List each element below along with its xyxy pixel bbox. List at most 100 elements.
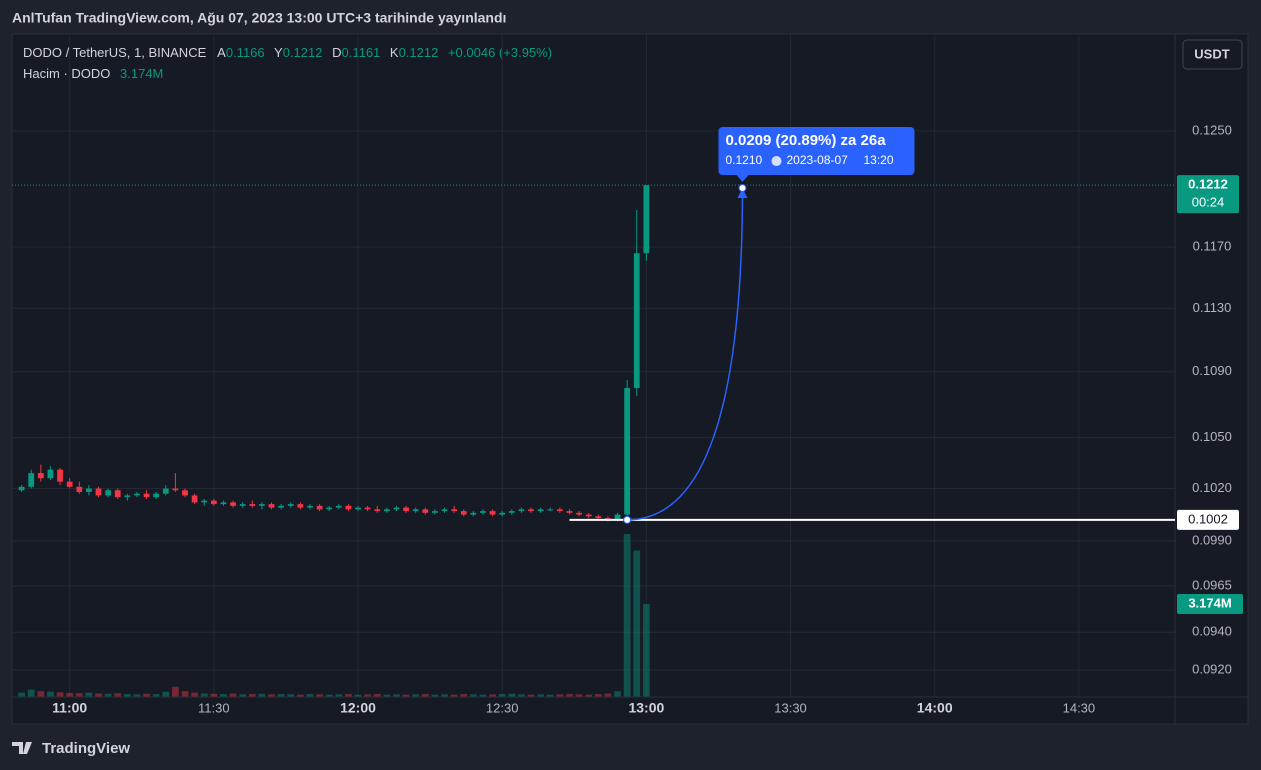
candle-body [614,514,621,520]
volume-bar [585,694,593,697]
candle-body [489,511,496,515]
candle-body [556,509,563,512]
candle-body [201,500,208,503]
ohlc-value: 0.1166 [226,45,265,60]
volume-bar [277,694,285,697]
y-tick-label: 0.1020 [1192,480,1232,495]
candle-body [268,504,275,508]
volume-bar [566,694,573,697]
volume-bar [287,694,295,697]
candle-body [335,505,342,508]
candle-body [210,500,217,505]
candle-body [345,505,352,510]
volume-bar [181,691,189,697]
candle-body [143,493,150,498]
measure-pointer [736,175,749,183]
candle-body [105,490,111,496]
candle-body [134,493,140,496]
volume-bar [123,694,131,697]
volume-bar [402,694,410,697]
candle-body [220,502,227,505]
candle-body [470,512,477,515]
candle-body [576,512,582,515]
volume-bar [441,694,448,697]
y-tick-label: 0.0990 [1192,532,1232,547]
logo-icon [12,742,32,754]
volume-bar [229,693,237,697]
candle-body [66,481,73,487]
volume-bar [508,693,516,697]
candle-body [287,504,294,506]
volume-bar [412,694,420,697]
volume-bar [489,694,496,697]
legend-line: DODO / TetherUS, 1, BINANCE A0.1166 Y0.1… [23,45,552,60]
ohlc-value: 0.1212 [399,45,439,60]
y-tick-label: 0.1250 [1192,122,1232,137]
candle-body [95,488,102,496]
volume-bar [18,692,25,697]
ohlc-label: Y [274,45,283,60]
volume-bar [345,694,352,697]
candle-body [364,507,371,510]
volume-bar [498,694,506,697]
candle-body [432,511,438,513]
volume-bar [537,694,545,697]
x-tick-label: 11:00 [52,700,87,716]
price-pane [18,185,650,522]
y-tick-label: 0.1050 [1192,429,1232,444]
volume-bar [306,694,314,697]
candle-body [278,505,285,508]
currency-button[interactable] [1182,39,1243,70]
ohlc-value: 0.1161 [341,45,380,60]
candle-body [28,473,35,487]
candle-body [383,509,390,512]
symbol-title: DODO / TetherUS, 1, BINANCE [23,45,207,60]
volume-bar [95,693,102,697]
candle-body [230,502,236,506]
measure-start [623,515,632,524]
volume-bar [210,693,218,697]
volume-bar [162,691,170,697]
brand: TradingView [42,740,130,757]
candle-body [18,486,25,491]
volume-bar [604,693,612,697]
candle-body [374,509,381,512]
volume-legend: Hacim · DODO 3.174M [23,66,163,81]
measure-curve [627,188,744,521]
volume-bar [518,694,525,697]
x-tick-label: 12:00 [340,700,376,716]
volume-bar [642,604,650,697]
volume-bar [56,692,64,697]
x-tick-label: 13:30 [774,700,807,715]
candle-body [422,509,429,513]
measure-box [718,127,915,176]
candle-body [57,469,63,482]
currency-label[interactable]: USDT [1194,46,1229,61]
ohlc-label: K [390,45,399,60]
volume-bar [75,693,83,697]
y-tick-label: 0.0920 [1192,661,1232,676]
volume-bar [421,694,429,697]
volume-bar [614,691,621,697]
candle-body [47,469,54,479]
volume-bar [575,694,583,697]
volume-bar [316,694,323,697]
candle-body [460,511,467,515]
candle-body [316,505,323,510]
candle-body [566,511,573,513]
volume-bar [143,693,150,697]
countdown-label: 00:24 [1192,195,1225,210]
volume-bar [623,534,631,697]
candle-body [528,509,534,512]
volume-bar [479,694,487,697]
candle-body [547,509,554,511]
volume-bar [364,694,371,697]
candle-body [480,511,486,513]
candle-body [508,511,515,513]
x-tick-label: 13:00 [628,700,664,716]
volume-bar [469,694,477,697]
candle-body [585,514,592,517]
volume-bar [104,693,112,697]
candle-body [393,507,400,510]
measure-arrowhead [737,188,748,199]
